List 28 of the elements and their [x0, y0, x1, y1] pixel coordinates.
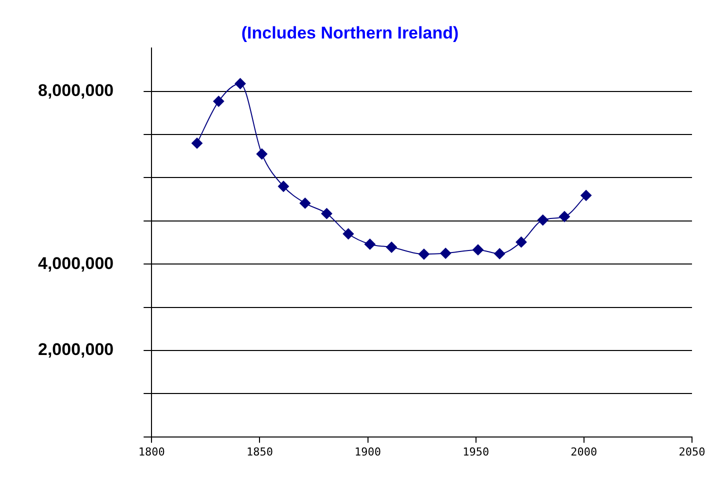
point: [558, 211, 570, 222]
point: [440, 248, 452, 259]
point: [321, 208, 332, 220]
y-tick-label: 8,000,000: [38, 81, 114, 100]
point: [213, 96, 224, 107]
point: [192, 138, 203, 149]
point: [472, 244, 484, 256]
point: [364, 238, 376, 250]
y-tick-label: 4,000,000: [38, 254, 114, 273]
point: [256, 148, 268, 160]
x-tick-label: 1850: [246, 445, 273, 458]
x-tick-label: 1950: [462, 445, 490, 458]
y-tick-label: 2,000,000: [38, 340, 114, 360]
x-tick-label: 1900: [354, 445, 382, 458]
x-tick-label: 1800: [138, 445, 165, 458]
point: [342, 228, 354, 240]
point: [516, 236, 527, 248]
x-tick-label: 2050: [678, 445, 706, 458]
point: [580, 190, 592, 201]
point: [418, 248, 430, 260]
point: [278, 180, 289, 192]
x-tick-label: 2000: [570, 445, 598, 458]
point: [537, 214, 548, 226]
point: [386, 242, 398, 253]
chart-title: (Includes Northern Ireland): [241, 24, 459, 43]
point: [300, 198, 311, 209]
point: [494, 248, 506, 260]
point: [234, 78, 246, 90]
